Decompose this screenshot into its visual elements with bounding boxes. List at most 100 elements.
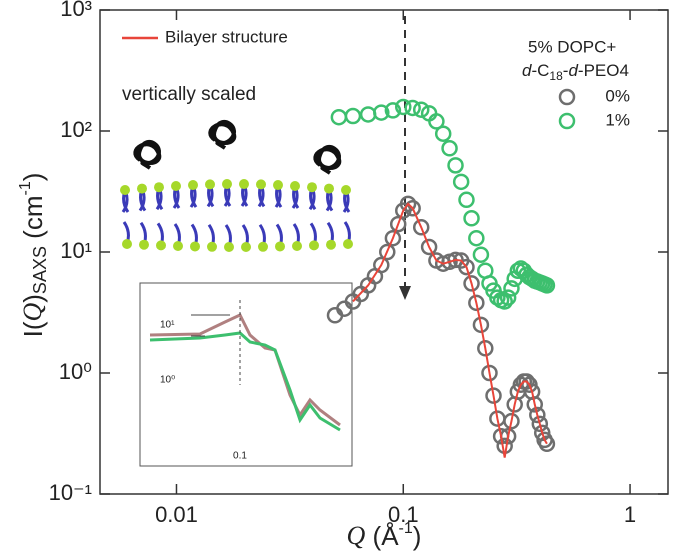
x-tick-label: 0.01 <box>155 502 198 527</box>
data-point <box>434 125 452 142</box>
lipid-head <box>190 241 200 252</box>
lipid-head <box>122 239 132 249</box>
lipid-head <box>171 181 181 192</box>
lipid-tail <box>155 186 164 246</box>
lipid-head <box>224 241 234 252</box>
lipid-head <box>139 239 149 250</box>
lipid-head <box>273 180 283 191</box>
lipid-head <box>241 241 251 252</box>
membrane-illustration <box>120 120 353 252</box>
lipid-head <box>324 183 334 194</box>
data-point <box>463 210 480 227</box>
lipid-head <box>188 180 198 191</box>
lipid-head <box>341 185 351 195</box>
legend-label: 0% <box>605 86 630 105</box>
lipid-head <box>205 179 215 190</box>
lipid-tail <box>223 183 232 248</box>
data-point <box>428 113 445 130</box>
data-point <box>538 277 556 294</box>
lipid-tail <box>240 183 249 248</box>
data-point <box>529 406 546 424</box>
lipid-tail <box>121 189 130 245</box>
fit-line <box>352 202 548 458</box>
data-point <box>330 108 348 126</box>
lipid-tail <box>257 183 266 248</box>
lipid-head <box>207 241 217 252</box>
y-tick-label: 10⁻¹ <box>49 480 92 505</box>
polymer <box>208 120 237 150</box>
data-point <box>468 229 485 247</box>
data-point <box>412 101 430 118</box>
data-point <box>463 275 480 292</box>
data-point <box>458 258 475 276</box>
x-tick-label: 1 <box>624 502 636 527</box>
data-point <box>373 104 390 121</box>
lipid-tail <box>189 184 198 247</box>
legend-title: d-C18-d-PEO4 <box>522 61 629 83</box>
lipid-tail <box>342 189 351 245</box>
legend-marker <box>558 88 576 106</box>
annotation: vertically scaled <box>122 84 256 105</box>
data-point <box>526 396 544 413</box>
data-point <box>412 219 430 236</box>
data-point <box>395 98 412 116</box>
data-point <box>472 246 490 263</box>
data-point <box>447 157 464 174</box>
data-point <box>389 215 407 233</box>
data-point <box>344 107 362 125</box>
lipid-head <box>156 240 166 251</box>
polymer <box>313 145 342 175</box>
lipid-head <box>239 179 249 190</box>
lipid-head <box>343 239 353 249</box>
x-axis-label: Q (Å-1) <box>347 520 422 551</box>
inset-tick-label: 10⁰ <box>160 375 175 386</box>
lipid-tail <box>206 183 215 248</box>
legend-label: Bilayer structure <box>165 27 288 46</box>
lipid-head <box>120 185 130 195</box>
lipid-head <box>326 239 336 250</box>
lipid-tail <box>274 184 283 247</box>
polymer <box>133 140 162 170</box>
y-tick-label: 10⁰ <box>59 359 92 384</box>
lipid-head <box>258 241 268 252</box>
legend-label: 1% <box>605 110 630 129</box>
data-point <box>359 106 377 123</box>
data-point <box>452 173 470 191</box>
arrow-head <box>399 286 411 300</box>
data-point <box>496 293 513 310</box>
lipid-tail <box>138 187 147 246</box>
y-tick-label: 10³ <box>60 0 92 21</box>
data-point <box>468 294 485 312</box>
data-point <box>458 191 475 209</box>
data-point <box>384 229 402 247</box>
legend-title: 5% DOPC+ <box>528 37 616 56</box>
data-point <box>404 99 421 117</box>
data-point <box>472 316 490 334</box>
lipid-head <box>290 181 300 192</box>
data-point <box>384 102 402 119</box>
lipid-head <box>137 183 147 194</box>
lipid-head <box>275 241 285 252</box>
data-point <box>481 364 498 382</box>
legend-marker <box>558 112 576 130</box>
data-point <box>420 238 438 256</box>
inset-tick-label: 0.1 <box>233 451 247 462</box>
inset-curve <box>149 331 341 432</box>
lipid-tail <box>172 185 181 247</box>
lipid-head <box>256 179 266 190</box>
lipid-head <box>154 182 164 193</box>
y-axis-label: I(Q)SAXS (cm-1) <box>17 173 50 338</box>
data-point <box>538 435 556 453</box>
y-tick-label: 10¹ <box>60 238 92 263</box>
lipid-tail <box>325 187 334 246</box>
lipid-head <box>309 240 319 251</box>
data-point <box>477 340 494 357</box>
lipid-head <box>173 240 183 251</box>
lipid-tail <box>291 185 300 247</box>
data-point <box>499 289 517 306</box>
lipid-head <box>222 179 232 190</box>
data-point <box>399 195 417 213</box>
y-tick-label: 10² <box>60 117 92 142</box>
lipid-tail <box>308 186 317 246</box>
